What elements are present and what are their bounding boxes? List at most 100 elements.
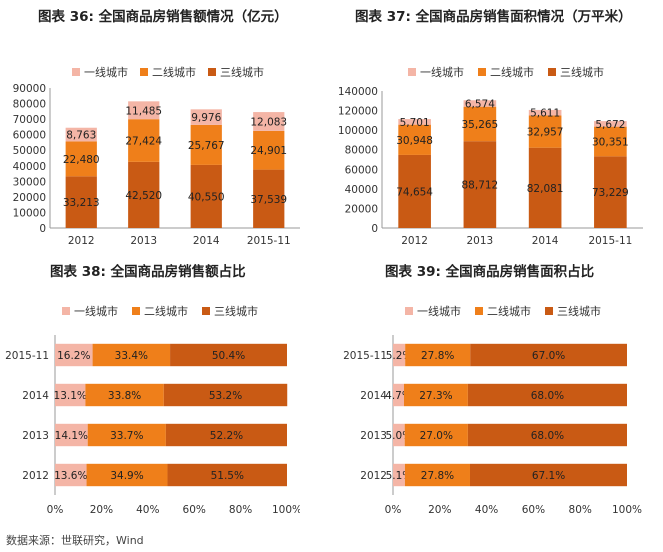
bar-segment xyxy=(128,161,160,228)
bar-segment xyxy=(170,343,287,367)
data-label: 40,550 xyxy=(188,191,225,203)
bar-segment xyxy=(128,101,160,120)
legend-swatch xyxy=(132,307,140,315)
data-label: 67.1% xyxy=(532,470,565,482)
x-tick-label: 100% xyxy=(612,504,642,516)
data-label: 68.0% xyxy=(531,390,564,402)
legend-label: 二线城市 xyxy=(487,304,531,318)
chart-37-svg: 一线城市 二线城市 三线城市 0 20000 40000 60000 80000 100000 1… xyxy=(338,65,643,247)
bar-segment xyxy=(404,423,468,447)
y-tick-label: 2012 xyxy=(22,470,49,482)
bar-segment xyxy=(467,423,627,447)
bar-segment xyxy=(253,112,285,131)
x-tick-label: 2015-11 xyxy=(588,235,632,247)
y-tick-label: 2012 xyxy=(360,470,387,482)
data-label: 51.5% xyxy=(211,470,244,482)
y-tick-label: 2014 xyxy=(22,390,49,402)
bar-segment xyxy=(92,343,171,367)
data-label: 27.0% xyxy=(420,430,453,442)
bar-segment xyxy=(594,156,627,228)
y-tick-label: 0 xyxy=(39,223,46,235)
y-tick-label: 40000 xyxy=(13,161,46,173)
data-label: 88,712 xyxy=(462,180,499,192)
x-tick-label: 2013 xyxy=(467,235,494,247)
bar-segment xyxy=(405,343,471,367)
bar-segment xyxy=(467,383,627,407)
y-tick-label: 70000 xyxy=(13,114,46,126)
bar-segment xyxy=(253,169,285,228)
legend-label: 二线城市 xyxy=(490,65,534,79)
bar-segment xyxy=(528,115,562,148)
chart-36-svg: 一线城市 二线城市 三线城市 0 10000 20000 30000 40000 50000 60… xyxy=(13,65,300,247)
data-label: 42,520 xyxy=(125,190,162,202)
y-tick-label: 2013 xyxy=(22,430,49,442)
y-tick-label: 80000 xyxy=(13,99,46,111)
bar-segment xyxy=(463,100,497,107)
bar-segment xyxy=(190,164,222,228)
chart-38-title: 图表 38: 全国商品房销售额占比 xyxy=(50,264,246,280)
bar-segment xyxy=(128,119,160,162)
y-tick-label: 2013 xyxy=(360,430,387,442)
bar-segment xyxy=(398,154,431,228)
x-tick-label: 2013 xyxy=(130,235,157,247)
x-tick-label: 0% xyxy=(385,504,402,516)
bar-segment xyxy=(463,106,497,142)
bar-segment xyxy=(87,423,166,447)
legend-swatch xyxy=(405,307,413,315)
bar-segment xyxy=(55,343,93,367)
bar-segment xyxy=(528,109,562,116)
x-tick-label: 2014 xyxy=(532,235,559,247)
chart-37-panel: 一线城市 二线城市 三线城市 0 20000 40000 60000 80000 100000 1… xyxy=(318,60,663,255)
bar-segment xyxy=(55,423,88,447)
legend-swatch xyxy=(140,68,148,76)
data-label: 30,948 xyxy=(396,135,433,147)
data-label: 5,701 xyxy=(400,117,430,129)
data-label: 9,976 xyxy=(191,112,221,124)
legend-label: 一线城市 xyxy=(417,304,461,318)
data-label: 6,574 xyxy=(465,98,495,110)
legend-label: 一线城市 xyxy=(84,65,128,79)
data-label: 30,351 xyxy=(592,136,629,148)
data-label: 32,957 xyxy=(527,127,564,139)
legend-swatch xyxy=(408,68,416,76)
legend-label: 三线城市 xyxy=(220,65,264,79)
data-label: 33,213 xyxy=(63,197,100,209)
data-label: 13.6% xyxy=(54,470,87,482)
chart-39-title: 图表 39: 全国商品房销售面积占比 xyxy=(385,264,595,280)
data-label: 11,485 xyxy=(125,105,162,117)
bar-segment xyxy=(55,463,87,487)
data-label: 82,081 xyxy=(527,183,564,195)
bar-segment xyxy=(86,463,168,487)
source-note: 数据来源：世联研究，Wind xyxy=(6,534,144,547)
data-label: 5,672 xyxy=(595,119,625,131)
y-tick-label: 40000 xyxy=(345,184,378,196)
bar-segment xyxy=(404,463,470,487)
x-tick-label: 60% xyxy=(183,504,206,516)
bar-segment xyxy=(463,141,497,228)
y-tick-label: 20000 xyxy=(13,192,46,204)
data-label: 27.8% xyxy=(421,350,454,362)
y-tick-label: 2015-11 xyxy=(343,350,387,362)
bar-segment xyxy=(393,383,404,407)
x-tick-label: 100% xyxy=(272,504,300,516)
bar-segment xyxy=(165,423,287,447)
bar-segment xyxy=(528,147,562,228)
y-tick-label: 60000 xyxy=(345,164,378,176)
legend-swatch xyxy=(208,68,216,76)
legend-swatch xyxy=(545,307,553,315)
data-label: 67.0% xyxy=(532,350,565,362)
legend-label: 三线城市 xyxy=(560,65,604,79)
data-label: 22,480 xyxy=(63,154,100,166)
y-tick-label: 120000 xyxy=(338,106,378,118)
legend-swatch xyxy=(478,68,486,76)
x-tick-label: 40% xyxy=(136,504,159,516)
y-tick-label: 2015-11 xyxy=(5,350,49,362)
x-tick-label: 60% xyxy=(522,504,545,516)
data-label: 50.4% xyxy=(212,350,245,362)
x-tick-label: 2015-11 xyxy=(247,235,291,247)
chart-39-panel: 一线城市 二线城市 三线城市 0% 20% 40% 60% 80% 100% 2015-11 5.2… xyxy=(335,295,663,530)
y-tick-label: 100000 xyxy=(338,125,378,137)
legend-label: 一线城市 xyxy=(420,65,464,79)
chart-37-title: 图表 37: 全国商品房销售面积情况（万平米） xyxy=(355,9,632,25)
bar-segment xyxy=(190,109,222,125)
